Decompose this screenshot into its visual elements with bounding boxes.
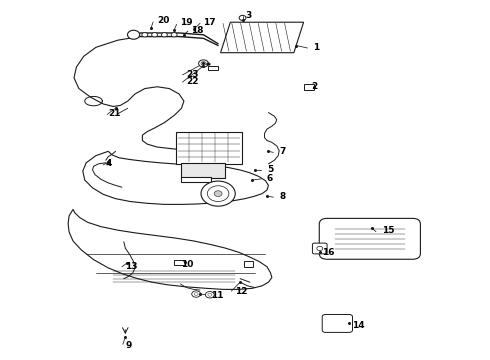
Ellipse shape <box>127 30 140 39</box>
Text: 9: 9 <box>125 341 132 350</box>
Text: 2: 2 <box>311 82 317 91</box>
Text: 16: 16 <box>322 248 335 257</box>
FancyBboxPatch shape <box>322 315 352 332</box>
Text: 17: 17 <box>203 18 216 27</box>
Text: 13: 13 <box>125 262 138 271</box>
Text: 5: 5 <box>267 165 273 174</box>
Polygon shape <box>68 210 272 289</box>
Polygon shape <box>175 132 242 164</box>
Text: 6: 6 <box>267 174 273 183</box>
Text: 15: 15 <box>382 226 394 235</box>
Text: 4: 4 <box>106 159 112 168</box>
Polygon shape <box>220 22 304 53</box>
Text: 23: 23 <box>186 70 199 79</box>
Circle shape <box>214 191 222 197</box>
Circle shape <box>142 33 148 37</box>
Text: 20: 20 <box>157 16 170 25</box>
FancyBboxPatch shape <box>319 219 420 259</box>
Circle shape <box>201 181 235 206</box>
FancyBboxPatch shape <box>304 84 315 90</box>
Circle shape <box>192 291 200 297</box>
Circle shape <box>161 33 167 37</box>
Polygon shape <box>83 151 269 204</box>
Text: 21: 21 <box>108 109 121 118</box>
Text: 8: 8 <box>279 192 286 201</box>
FancyBboxPatch shape <box>208 66 218 69</box>
FancyBboxPatch shape <box>174 260 185 265</box>
Text: 3: 3 <box>245 10 251 19</box>
Polygon shape <box>181 177 211 182</box>
FancyBboxPatch shape <box>244 261 253 267</box>
Text: 19: 19 <box>180 18 193 27</box>
Text: 14: 14 <box>352 321 365 330</box>
Text: 11: 11 <box>211 291 223 300</box>
Text: 10: 10 <box>181 260 194 269</box>
FancyBboxPatch shape <box>313 243 327 254</box>
Circle shape <box>206 63 210 66</box>
Polygon shape <box>181 163 225 178</box>
Text: 22: 22 <box>186 77 199 86</box>
Circle shape <box>171 33 177 37</box>
Text: 7: 7 <box>279 147 286 156</box>
Text: 18: 18 <box>191 26 204 35</box>
Circle shape <box>198 60 208 67</box>
Text: 12: 12 <box>235 287 248 296</box>
Circle shape <box>152 33 158 37</box>
Text: 1: 1 <box>314 43 319 52</box>
Circle shape <box>205 292 214 298</box>
